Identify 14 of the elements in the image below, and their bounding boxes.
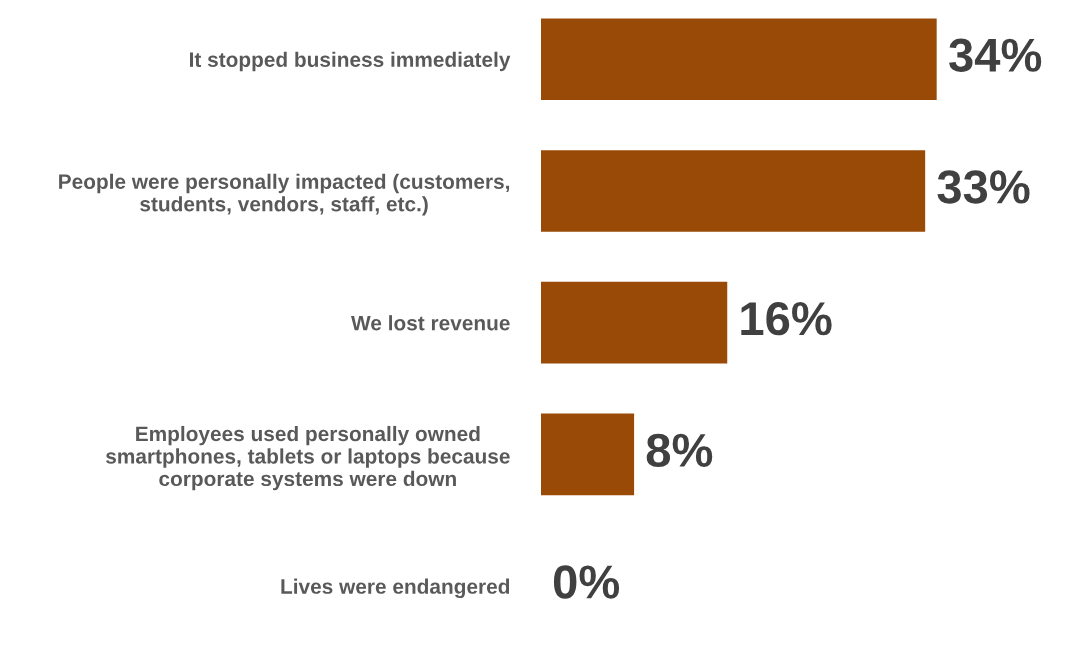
data-label: 0% [553,565,620,599]
bar [540,413,635,496]
bar [540,18,937,101]
data-label: 34% [949,38,1042,73]
y-tick-label: Employees used personally owned smartphones, tablets or laptops because corporate systems were down [105,425,510,491]
data-label: 33% [937,170,1030,204]
y-tick-label: People were personally impacted (customers, students, vendors, staff, etc.) [59,173,510,216]
y-tick-label: We lost revenue [351,315,510,331]
data-label: 16% [741,301,832,336]
data-label: 8% [646,433,713,468]
y-tick-label: It stopped business immediately [189,51,511,72]
bar [540,150,926,232]
bar [540,281,728,364]
y-tick-label: Lives were endangered [281,578,510,599]
